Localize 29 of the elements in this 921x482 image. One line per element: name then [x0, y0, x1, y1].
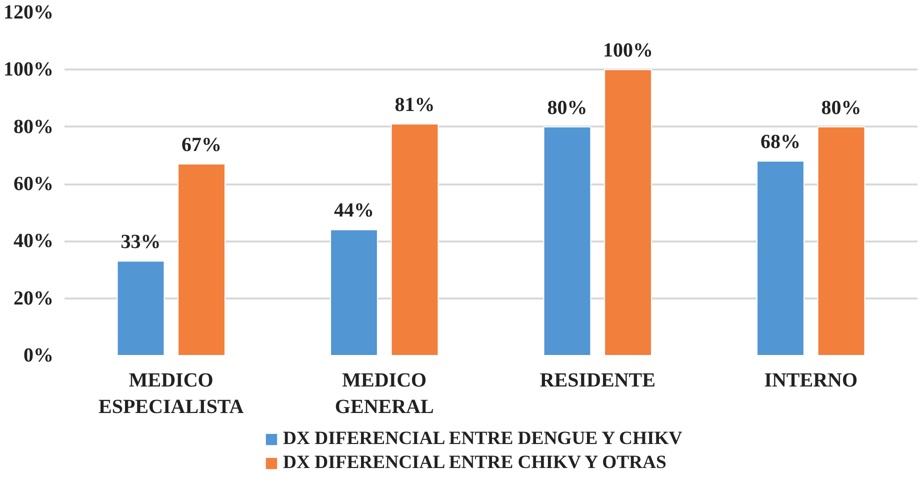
- bar: [178, 163, 226, 356]
- bar: [817, 126, 866, 356]
- y-tick-label: 20%: [14, 287, 54, 310]
- y-tick-label: 0%: [24, 344, 54, 366]
- bar: [116, 260, 165, 356]
- x-tick-label: INTERNO: [764, 370, 858, 392]
- data-label: 100%: [603, 40, 654, 62]
- bar: [543, 126, 592, 356]
- data-label: 81%: [394, 94, 435, 116]
- bar: [604, 69, 652, 356]
- y-tick-label: 100%: [4, 58, 54, 81]
- data-label: 67%: [182, 134, 222, 156]
- x-tick-label: MEDICO ESPECIALISTA: [98, 370, 244, 418]
- data-label: 80%: [821, 96, 862, 119]
- bar: [330, 229, 378, 356]
- y-tick-label: 60%: [14, 173, 54, 195]
- data-label: 68%: [760, 131, 800, 154]
- data-label: 33%: [120, 231, 161, 254]
- data-label: 80%: [547, 96, 588, 119]
- x-tick-label: RESIDENTE: [540, 370, 656, 392]
- bar: [756, 160, 804, 356]
- bar: [390, 123, 439, 356]
- data-label: 44%: [334, 200, 374, 222]
- y-tick-label: 40%: [14, 230, 54, 252]
- y-tick-label: 80%: [14, 116, 54, 138]
- legend-label: DX DIFERENCIAL ENTRE DENGUE Y CHIKV: [283, 428, 682, 450]
- y-tick-label: 120%: [4, 2, 54, 24]
- legend-label: DX DIFERENCIAL ENTRE CHIKV Y OTRAS: [283, 452, 666, 474]
- x-tick-label: MEDICO GENERAL: [334, 370, 434, 418]
